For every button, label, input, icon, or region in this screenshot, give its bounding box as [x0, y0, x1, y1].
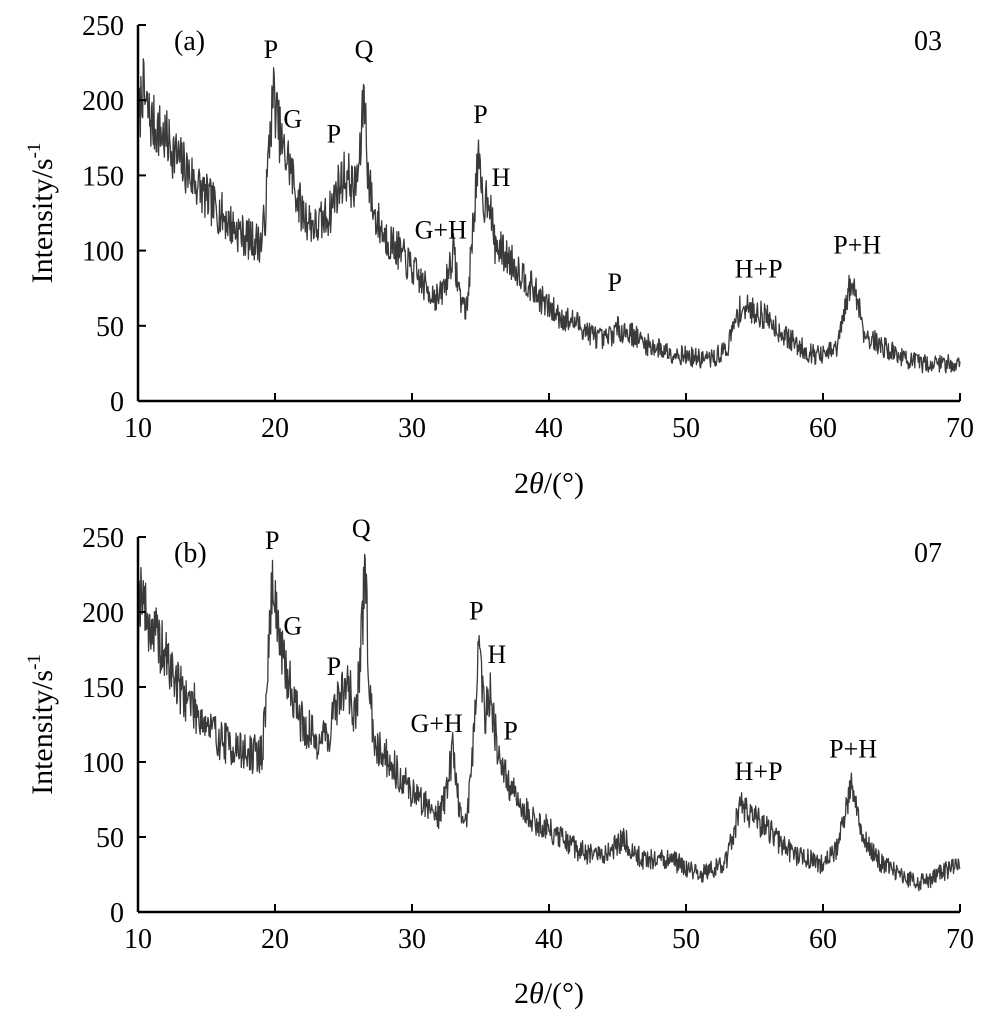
x-axis-title: 2θ/(°)	[514, 467, 584, 500]
x-tick-label: 40	[535, 924, 563, 955]
y-tick-label: 0	[110, 898, 124, 929]
y-tick-label: 100	[82, 237, 124, 268]
y-tick-label: 50	[96, 823, 124, 854]
peak-label: G+H	[415, 216, 467, 245]
x-tick-label: 30	[398, 924, 426, 955]
y-tick-label: 0	[110, 387, 124, 418]
y-axis-title-part: Intensity/s	[26, 670, 59, 795]
sample-label: 07	[914, 538, 942, 569]
x-axis-title-part: /(°)	[544, 977, 584, 1010]
x-tick-label: 70	[946, 924, 974, 955]
peak-label: H+P	[735, 255, 783, 284]
x-tick-label: 50	[672, 924, 700, 955]
x-tick-label: 20	[261, 924, 289, 955]
peak-label: P	[608, 268, 622, 297]
y-tick-label: 200	[82, 86, 124, 117]
peak-label: P	[265, 526, 279, 555]
x-tick-label: 40	[535, 413, 563, 444]
x-tick-label: 60	[809, 413, 837, 444]
y-axis-title-part: Intensity/s	[26, 158, 59, 283]
peak-label: H	[492, 163, 511, 192]
y-tick-label: 150	[82, 161, 124, 192]
chart-panel-1: 10 20 30 40 50 60 70 0 50 100 150 200 250 2θ/(°) Inten…	[24, 514, 974, 1010]
peak-label: P	[503, 717, 517, 746]
peak-label: G	[283, 612, 302, 641]
x-axis-title-part: θ	[529, 467, 544, 500]
x-tick-label: 50	[672, 413, 700, 444]
peak-label: P	[327, 119, 341, 148]
xrd-trace-line	[137, 553, 961, 892]
y-tick-label: 150	[82, 673, 124, 704]
peak-label: Q	[352, 514, 371, 543]
sample-label: 03	[914, 26, 942, 57]
x-axis-title-part: 2	[514, 977, 529, 1010]
x-tick-label: 30	[398, 413, 426, 444]
x-tick-label: 10	[124, 924, 152, 955]
peak-label: H+P	[735, 757, 783, 786]
peak-label: P	[327, 652, 341, 681]
y-axis-title: Intensity/s-1	[24, 654, 59, 795]
y-axis-title-superscript: -1	[24, 654, 45, 670]
x-tick-label: 20	[261, 413, 289, 444]
peak-label: P	[473, 100, 487, 129]
panel-label: (b)	[174, 538, 207, 569]
y-tick-label: 100	[82, 748, 124, 779]
chart-panel-0: 10 20 30 40 50 60 70 0 50 100 150 200 250 2θ/(°) Inten…	[24, 11, 974, 500]
peak-label: G+H	[411, 709, 463, 738]
x-axis-title-part: 2	[514, 467, 529, 500]
y-tick-label: 200	[82, 598, 124, 629]
y-tick-label: 250	[82, 523, 124, 554]
panel-label: (a)	[174, 26, 205, 57]
x-tick-label: 70	[946, 413, 974, 444]
x-tick-label: 10	[124, 413, 152, 444]
y-axis-title-superscript: -1	[24, 143, 45, 159]
x-axis-title-part: θ	[529, 977, 544, 1010]
peak-label: Q	[355, 35, 374, 64]
peak-label: P+H	[829, 735, 877, 764]
peak-label: P	[469, 597, 483, 626]
x-axis-title-part: /(°)	[544, 467, 584, 500]
peak-label: H	[488, 640, 507, 669]
y-tick-label: 250	[82, 11, 124, 42]
peak-label: P+H	[833, 231, 881, 260]
xrd-trace-line	[137, 58, 961, 374]
peak-label: P	[264, 35, 278, 64]
y-tick-label: 50	[96, 312, 124, 343]
x-axis-title: 2θ/(°)	[514, 977, 584, 1010]
y-axis-title: Intensity/s-1	[24, 143, 59, 284]
peak-label: G	[283, 104, 302, 133]
x-tick-label: 60	[809, 924, 837, 955]
